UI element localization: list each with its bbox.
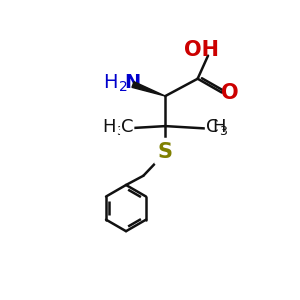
Polygon shape [132,82,165,96]
Text: H: H [213,118,226,136]
Text: 3: 3 [219,125,227,138]
Text: C: C [121,118,134,136]
Text: C: C [206,118,218,136]
Text: 2: 2 [119,80,128,94]
Text: OH: OH [184,40,219,60]
Text: N: N [124,74,140,92]
Text: S: S [158,142,173,161]
Text: H: H [102,118,116,136]
Text: O: O [221,82,238,103]
Text: 3: 3 [116,125,124,138]
Text: H: H [103,74,118,92]
